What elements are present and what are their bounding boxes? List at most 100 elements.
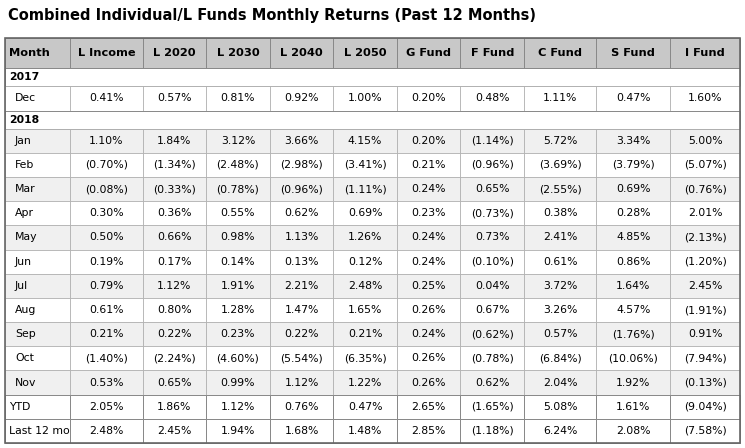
Bar — [70, 201, 142, 225]
Bar — [5, 250, 70, 274]
Text: 4.57%: 4.57% — [616, 305, 650, 315]
Bar — [670, 177, 740, 201]
Bar — [142, 153, 206, 177]
Bar — [270, 225, 333, 250]
Bar — [70, 225, 142, 250]
Text: 0.62%: 0.62% — [475, 378, 510, 388]
Text: 0.57%: 0.57% — [157, 94, 191, 103]
Text: 0.24%: 0.24% — [411, 257, 446, 267]
Text: L 2020: L 2020 — [153, 48, 196, 58]
Bar — [5, 111, 740, 129]
Bar — [524, 250, 596, 274]
Bar — [206, 395, 270, 419]
Text: L 2040: L 2040 — [280, 48, 323, 58]
Bar — [460, 346, 524, 370]
Bar — [333, 225, 397, 250]
Bar — [270, 395, 333, 419]
Text: Mar: Mar — [15, 184, 36, 194]
Text: 1.60%: 1.60% — [688, 94, 723, 103]
Bar — [70, 153, 142, 177]
Text: Apr: Apr — [15, 208, 34, 218]
Bar — [206, 274, 270, 298]
Bar — [596, 419, 670, 443]
Bar — [460, 177, 524, 201]
Bar — [270, 274, 333, 298]
Bar — [70, 395, 142, 419]
Text: 0.92%: 0.92% — [285, 94, 319, 103]
Text: 0.69%: 0.69% — [348, 208, 382, 218]
Text: Dec: Dec — [15, 94, 36, 103]
Bar — [333, 129, 397, 153]
Bar — [270, 250, 333, 274]
Bar — [142, 370, 206, 395]
Bar — [397, 274, 460, 298]
Bar — [670, 298, 740, 322]
Bar — [142, 346, 206, 370]
Text: (0.70%): (0.70%) — [85, 160, 128, 170]
Text: 0.20%: 0.20% — [411, 94, 446, 103]
Bar — [397, 201, 460, 225]
Bar — [670, 346, 740, 370]
Text: 0.55%: 0.55% — [221, 208, 256, 218]
Text: 1.47%: 1.47% — [285, 305, 319, 315]
Text: (3.69%): (3.69%) — [539, 160, 582, 170]
Text: (0.76%): (0.76%) — [684, 184, 726, 194]
Bar — [670, 322, 740, 346]
Bar — [142, 225, 206, 250]
Text: 0.38%: 0.38% — [543, 208, 577, 218]
Bar — [142, 395, 206, 419]
Bar — [524, 346, 596, 370]
Bar — [596, 395, 670, 419]
Text: 2.04%: 2.04% — [543, 378, 577, 388]
Text: 2.41%: 2.41% — [543, 233, 577, 242]
Text: 2.01%: 2.01% — [688, 208, 723, 218]
Text: 4.85%: 4.85% — [616, 233, 650, 242]
Text: 1.65%: 1.65% — [348, 305, 382, 315]
Text: 0.24%: 0.24% — [411, 233, 446, 242]
Bar — [596, 225, 670, 250]
Text: 0.13%: 0.13% — [285, 257, 319, 267]
Bar — [460, 322, 524, 346]
Bar — [596, 129, 670, 153]
Bar — [460, 201, 524, 225]
Bar — [333, 250, 397, 274]
Text: 0.26%: 0.26% — [411, 305, 446, 315]
Bar — [70, 370, 142, 395]
Text: 1.91%: 1.91% — [221, 281, 255, 291]
Bar — [5, 370, 70, 395]
Bar — [70, 322, 142, 346]
Text: (1.20%): (1.20%) — [684, 257, 726, 267]
Text: 0.47%: 0.47% — [348, 402, 382, 412]
Bar — [206, 38, 270, 68]
Text: (4.60%): (4.60%) — [217, 353, 259, 363]
Bar — [142, 38, 206, 68]
Bar — [5, 201, 70, 225]
Text: (0.08%): (0.08%) — [85, 184, 128, 194]
Text: (1.34%): (1.34%) — [153, 160, 196, 170]
Text: 2.45%: 2.45% — [157, 426, 191, 436]
Bar — [670, 250, 740, 274]
Text: (1.40%): (1.40%) — [85, 353, 128, 363]
Bar — [524, 298, 596, 322]
Bar — [524, 153, 596, 177]
Bar — [333, 298, 397, 322]
Bar — [524, 274, 596, 298]
Bar — [5, 225, 70, 250]
Bar — [397, 250, 460, 274]
Bar — [70, 86, 142, 111]
Bar — [270, 370, 333, 395]
Text: Jun: Jun — [15, 257, 32, 267]
Bar — [460, 370, 524, 395]
Bar — [397, 322, 460, 346]
Bar — [596, 346, 670, 370]
Text: Nov: Nov — [15, 378, 37, 388]
Text: 0.80%: 0.80% — [157, 305, 191, 315]
Text: 0.22%: 0.22% — [285, 329, 319, 339]
Text: Last 12 mo: Last 12 mo — [9, 426, 70, 436]
Text: 0.86%: 0.86% — [616, 257, 650, 267]
Bar — [670, 370, 740, 395]
Text: 0.48%: 0.48% — [475, 94, 510, 103]
Bar — [397, 38, 460, 68]
Text: 0.65%: 0.65% — [157, 378, 191, 388]
Bar — [270, 346, 333, 370]
